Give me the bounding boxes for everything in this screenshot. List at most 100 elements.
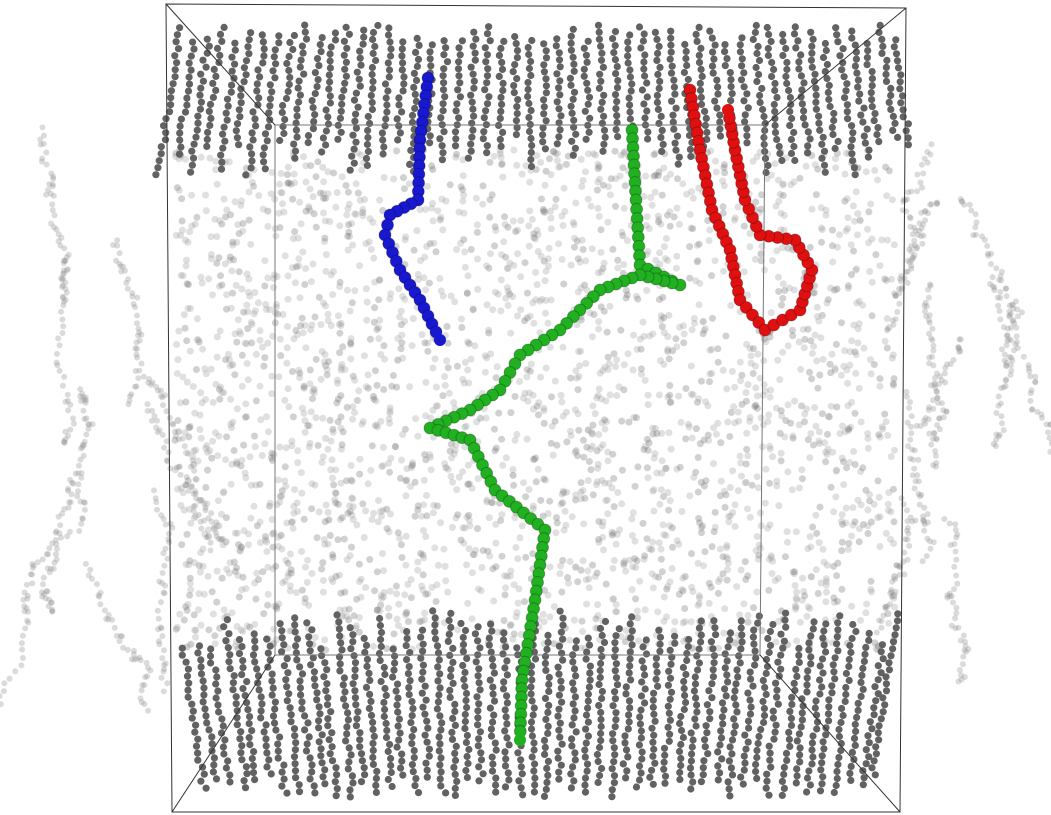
bead bbox=[382, 115, 389, 122]
bead bbox=[961, 202, 967, 208]
bead bbox=[489, 684, 496, 691]
bead bbox=[190, 155, 197, 162]
bead bbox=[541, 751, 548, 758]
bead bbox=[351, 118, 358, 125]
bead bbox=[251, 658, 258, 665]
bead bbox=[514, 96, 521, 103]
bead bbox=[204, 467, 211, 474]
bead bbox=[391, 630, 398, 637]
bead bbox=[296, 788, 303, 795]
bead bbox=[546, 498, 553, 505]
bead bbox=[360, 41, 367, 48]
bead bbox=[322, 351, 329, 358]
bead bbox=[188, 148, 195, 155]
bead bbox=[686, 492, 693, 499]
bead bbox=[486, 514, 493, 521]
bead bbox=[314, 83, 321, 90]
bead bbox=[263, 548, 270, 555]
bead bbox=[1008, 372, 1014, 378]
bead bbox=[250, 762, 257, 769]
bead bbox=[431, 621, 438, 628]
bead bbox=[184, 687, 191, 694]
bead bbox=[353, 180, 360, 187]
bead bbox=[424, 774, 431, 781]
bead bbox=[399, 293, 406, 300]
bead bbox=[952, 615, 958, 621]
bead bbox=[638, 692, 645, 699]
bead bbox=[295, 85, 302, 92]
bead bbox=[50, 176, 56, 182]
bead bbox=[198, 99, 205, 106]
bead bbox=[385, 460, 392, 467]
bead bbox=[328, 271, 335, 278]
bead bbox=[602, 134, 609, 141]
bead bbox=[276, 181, 283, 188]
bead bbox=[345, 716, 352, 723]
bead bbox=[843, 505, 850, 512]
bead bbox=[462, 767, 469, 774]
bead bbox=[502, 221, 509, 228]
bead bbox=[198, 435, 205, 442]
bead bbox=[370, 29, 377, 36]
bead bbox=[201, 365, 208, 372]
bead bbox=[216, 217, 223, 224]
bead bbox=[422, 286, 429, 293]
bead bbox=[526, 128, 533, 135]
bead bbox=[24, 582, 30, 588]
bead bbox=[441, 93, 448, 100]
bead bbox=[319, 773, 326, 780]
bead bbox=[509, 293, 516, 300]
bead bbox=[709, 35, 716, 42]
bead bbox=[927, 151, 933, 157]
bead bbox=[292, 739, 299, 746]
bead bbox=[279, 634, 286, 641]
bead bbox=[363, 684, 370, 691]
bead bbox=[468, 356, 475, 363]
bead bbox=[222, 637, 229, 644]
bead bbox=[324, 366, 331, 373]
bead bbox=[695, 602, 702, 609]
bead bbox=[430, 240, 437, 247]
bead bbox=[208, 733, 215, 740]
bead bbox=[260, 206, 267, 213]
bead bbox=[496, 52, 503, 59]
bead bbox=[839, 511, 846, 518]
bead bbox=[311, 675, 318, 682]
bead bbox=[412, 513, 419, 520]
bead bbox=[596, 85, 603, 92]
bead bbox=[376, 650, 383, 657]
bead bbox=[891, 241, 898, 248]
bead bbox=[183, 337, 190, 344]
bead bbox=[590, 491, 597, 498]
bead bbox=[540, 96, 547, 103]
bead bbox=[513, 162, 520, 169]
bead bbox=[302, 564, 309, 571]
bead bbox=[640, 58, 647, 65]
bead bbox=[208, 233, 215, 240]
bead bbox=[71, 421, 77, 427]
bead bbox=[235, 141, 242, 148]
bead bbox=[667, 497, 674, 504]
bead bbox=[407, 719, 414, 726]
bead bbox=[891, 604, 898, 611]
bead bbox=[865, 522, 872, 529]
bead bbox=[335, 536, 342, 543]
bead bbox=[609, 532, 616, 539]
bead bbox=[426, 139, 433, 146]
bead bbox=[307, 775, 314, 782]
bead bbox=[482, 58, 489, 65]
bead bbox=[887, 536, 894, 543]
bead bbox=[654, 71, 661, 78]
bead bbox=[349, 242, 356, 249]
bead bbox=[526, 207, 533, 214]
bead bbox=[59, 277, 65, 283]
bead bbox=[414, 433, 421, 440]
bead bbox=[409, 761, 416, 768]
bead bbox=[933, 436, 939, 442]
bead bbox=[411, 782, 418, 789]
bead bbox=[648, 767, 655, 774]
bead bbox=[322, 141, 329, 148]
bead bbox=[555, 664, 562, 671]
bead bbox=[383, 727, 390, 734]
bead bbox=[491, 698, 498, 705]
